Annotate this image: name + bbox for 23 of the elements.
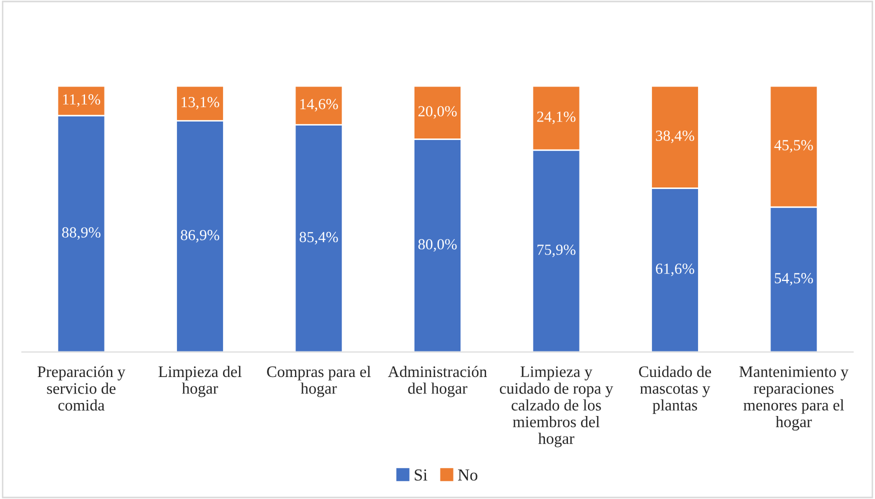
legend-label: No (458, 470, 478, 481)
data-label: 86,9% (180, 230, 220, 242)
data-label: 13,1% (182, 96, 220, 110)
x-tick-label: Preparación y servicio de comida (38, 366, 126, 411)
data-label: 88,9% (62, 227, 100, 240)
data-label: 38,4% (656, 130, 694, 144)
data-label: 80,0% (418, 239, 457, 252)
x-tick-label: Cuidado de mascotas y plantas (639, 366, 712, 414)
data-label: 24,1% (537, 112, 576, 124)
x-tick-label: Administración del hogar (388, 366, 487, 398)
data-label: 54,5% (774, 273, 813, 286)
data-label: 75,9% (538, 244, 576, 258)
x-tick-label: Limpieza del hogar (158, 366, 242, 398)
data-label: 11,1% (63, 94, 100, 107)
legend-label: Si (414, 469, 428, 481)
data-label: 85,4% (300, 232, 338, 244)
x-tick-label: Limpieza y cuidado de ropa y calzado de los miembros del hogar (500, 366, 614, 448)
data-label: 14,6% (300, 98, 338, 112)
x-tick-label: Mantenimiento y reparaciones menores para el hogar (739, 366, 848, 431)
data-label: 61,6% (656, 264, 694, 276)
x-tick-label: Compras para el hogar (267, 366, 371, 398)
data-label: 45,5% (774, 140, 813, 153)
data-label: 20,0% (418, 106, 457, 119)
